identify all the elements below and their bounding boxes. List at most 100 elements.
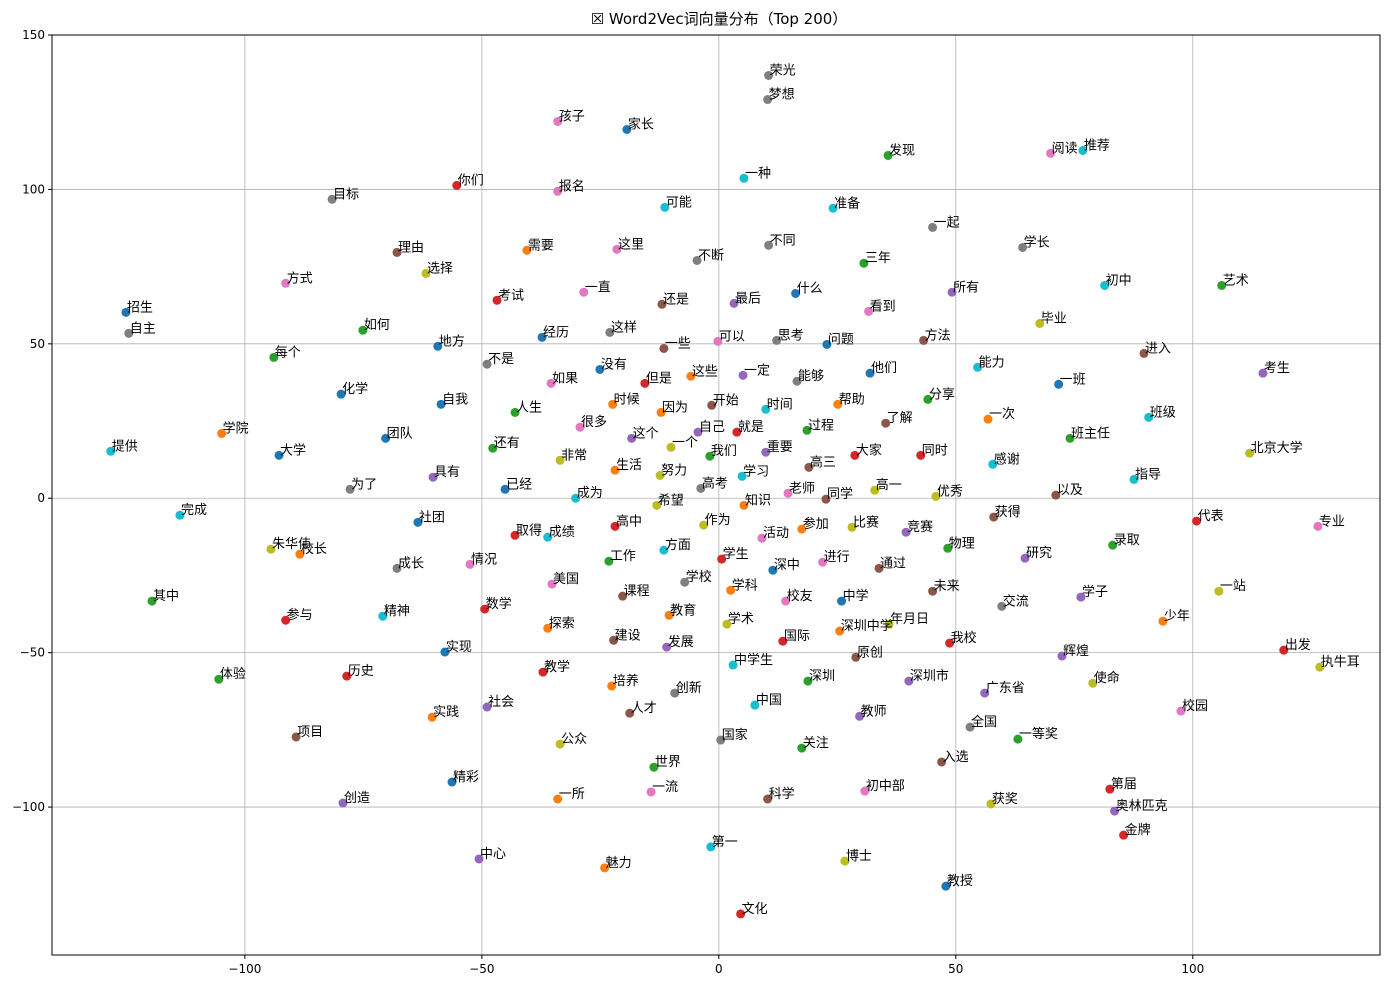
point-label: 三年 xyxy=(865,251,891,266)
point-label: 学校 xyxy=(686,569,712,585)
data-point xyxy=(737,471,747,481)
point-label: 同学 xyxy=(827,486,853,502)
data-point xyxy=(214,674,224,684)
data-point xyxy=(607,681,617,691)
data-point xyxy=(392,563,402,573)
point-label: 历史 xyxy=(348,664,374,679)
point-label: 老师 xyxy=(789,481,815,496)
data-point xyxy=(510,530,520,540)
y-tick-label: −50 xyxy=(20,646,45,660)
data-point xyxy=(427,712,437,722)
point-label: 思考 xyxy=(778,328,804,343)
point-label: 学长 xyxy=(1024,234,1050,250)
point-label: 社团 xyxy=(419,509,445,525)
data-point xyxy=(625,708,635,718)
data-point xyxy=(1013,734,1023,744)
point-label: 数学 xyxy=(486,596,512,612)
data-point xyxy=(618,591,628,601)
data-point xyxy=(736,909,746,919)
point-label: 一流 xyxy=(652,780,678,795)
data-point xyxy=(851,652,861,662)
data-point xyxy=(778,636,788,646)
point-label: 分享 xyxy=(929,386,955,402)
data-point xyxy=(609,635,619,645)
point-label: 年月日 xyxy=(890,612,929,627)
point-label: 广东省 xyxy=(986,681,1025,696)
data-point xyxy=(465,559,475,569)
data-point xyxy=(821,494,831,504)
data-point xyxy=(546,378,556,388)
data-point xyxy=(1108,540,1118,550)
point-label: 能够 xyxy=(798,369,824,384)
data-point xyxy=(726,585,736,595)
data-point xyxy=(121,307,131,317)
point-label: 校长 xyxy=(301,541,327,557)
data-point xyxy=(692,255,702,265)
point-label: 科学 xyxy=(769,786,795,802)
point-label: 精彩 xyxy=(453,770,479,785)
point-label: 创新 xyxy=(676,680,702,696)
data-point xyxy=(612,244,622,254)
data-point xyxy=(543,532,553,542)
point-label: 第一 xyxy=(712,835,738,850)
y-tick-label: 50 xyxy=(30,337,45,351)
point-label: 通过 xyxy=(880,556,906,571)
point-label: 竞赛 xyxy=(907,519,933,535)
point-label: 提供 xyxy=(112,438,138,454)
point-label: 比赛 xyxy=(853,514,879,530)
data-point xyxy=(553,116,563,126)
point-label: 成为 xyxy=(577,486,603,501)
point-label: 美国 xyxy=(553,572,579,587)
point-label: 学生 xyxy=(723,546,749,562)
point-label: 高一 xyxy=(876,477,902,493)
point-label: 研究 xyxy=(1026,546,1052,561)
data-point xyxy=(1217,280,1227,290)
point-label: 艺术 xyxy=(1223,273,1249,288)
point-label: 执牛耳 xyxy=(1321,655,1360,670)
point-label: 发现 xyxy=(889,142,915,158)
y-tick-label: −100 xyxy=(12,800,45,814)
point-label: 准备 xyxy=(834,195,860,211)
point-label: 出发 xyxy=(1285,637,1311,653)
data-point xyxy=(358,325,368,335)
data-point xyxy=(931,491,941,501)
data-point xyxy=(1020,553,1030,563)
point-label: 进行 xyxy=(824,550,850,565)
data-point xyxy=(699,520,709,530)
point-label: 经历 xyxy=(543,325,569,340)
point-label: 作为 xyxy=(705,513,731,528)
point-label: 孩子 xyxy=(559,109,585,124)
point-label: 看到 xyxy=(870,298,896,314)
point-label: 感谢 xyxy=(994,451,1020,467)
point-label: 学院 xyxy=(223,420,249,436)
point-label: 中国 xyxy=(756,693,782,708)
data-point xyxy=(840,856,850,866)
point-label: 一直 xyxy=(585,280,611,295)
point-label: 人才 xyxy=(631,701,657,716)
point-label: 阅读 xyxy=(1052,141,1078,156)
data-point xyxy=(1245,448,1255,458)
data-point xyxy=(997,601,1007,611)
point-label: 探索 xyxy=(549,616,575,631)
data-point xyxy=(1078,146,1088,156)
point-label: 这些 xyxy=(692,363,718,379)
data-point xyxy=(797,524,807,534)
data-point xyxy=(870,485,880,495)
point-label: 其中 xyxy=(153,589,179,604)
data-point xyxy=(757,533,767,543)
data-point xyxy=(522,245,532,255)
point-label: 建设 xyxy=(615,628,641,643)
data-point xyxy=(266,544,276,554)
point-label: 专业 xyxy=(1319,514,1345,529)
point-label: 不断 xyxy=(698,248,724,263)
data-point xyxy=(947,287,957,297)
data-point xyxy=(764,240,774,250)
y-tick-label: 100 xyxy=(22,182,45,196)
point-label: 活动 xyxy=(763,526,789,541)
data-point xyxy=(670,688,680,698)
point-label: 教育 xyxy=(670,602,696,618)
data-point xyxy=(480,604,490,614)
data-point xyxy=(1088,678,1098,688)
data-point xyxy=(792,376,802,386)
data-point xyxy=(575,422,585,432)
